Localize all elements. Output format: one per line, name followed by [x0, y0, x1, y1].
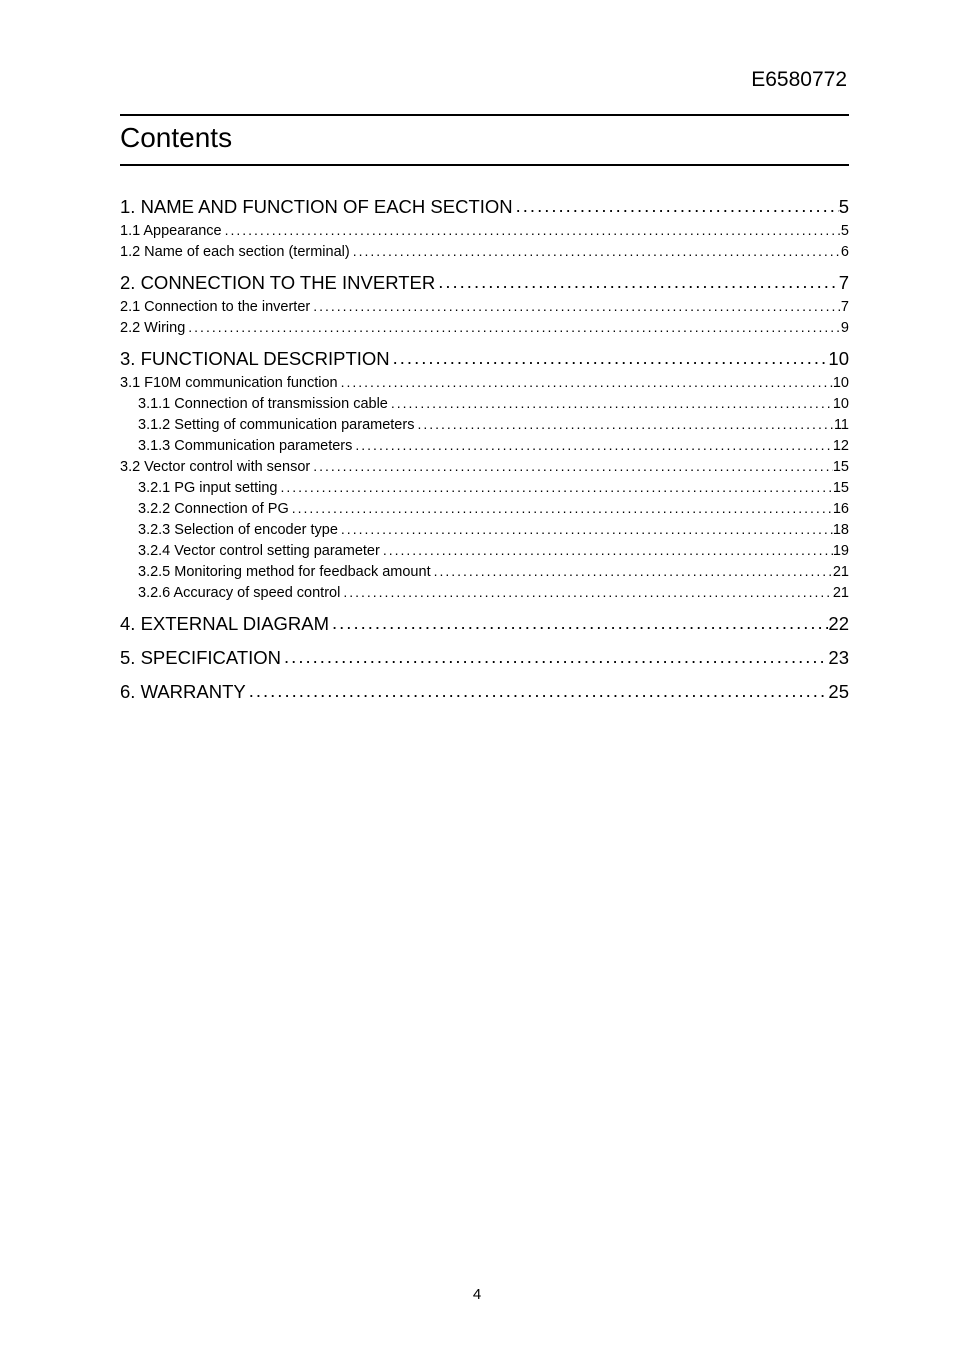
toc-page-number: 12 — [833, 438, 849, 454]
toc-entry: 3.1.1 Connection of transmission cable .… — [120, 395, 849, 412]
page-container: E6580772 Contents 1. NAME AND FUNCTION O… — [0, 0, 954, 1351]
toc-entry: 4. EXTERNAL DIAGRAM ....................… — [120, 613, 849, 635]
footer-page-number: 4 — [0, 1286, 954, 1303]
toc-label: 3.2.1 PG input setting — [138, 480, 277, 496]
toc-entry: 3.2.5 Monitoring method for feedback amo… — [120, 563, 849, 580]
toc-page-number: 16 — [833, 501, 849, 517]
toc-leader-dots: ........................................… — [431, 563, 833, 579]
toc-label: 3.1 F10M communication function — [120, 375, 338, 391]
toc-entry: 2.1 Connection to the inverter .........… — [120, 298, 849, 315]
toc-label: 2.1 Connection to the inverter — [120, 299, 310, 315]
toc-label: 3.2.2 Connection of PG — [138, 501, 289, 517]
toc-leader-dots: ........................................… — [281, 646, 828, 668]
toc-leader-dots: ........................................… — [435, 271, 838, 293]
toc-entry: 1. NAME AND FUNCTION OF EACH SECTION ...… — [120, 196, 849, 218]
toc-page-number: 5 — [841, 223, 849, 239]
contents-heading-rule: Contents — [120, 114, 849, 166]
toc-label: 3. FUNCTIONAL DESCRIPTION — [120, 348, 390, 370]
toc-page-number: 11 — [834, 417, 849, 433]
toc-label: 2. CONNECTION TO THE INVERTER — [120, 272, 435, 294]
toc-page-number: 21 — [833, 564, 849, 580]
toc-leader-dots: ........................................… — [222, 222, 841, 238]
toc-page-number: 7 — [841, 299, 849, 315]
table-of-contents: 1. NAME AND FUNCTION OF EACH SECTION ...… — [120, 196, 849, 703]
toc-entry: 3.2.2 Connection of PG .................… — [120, 500, 849, 517]
toc-entry: 2.2 Wiring .............................… — [120, 319, 849, 336]
toc-label: 3.2.4 Vector control setting parameter — [138, 543, 380, 559]
toc-page-number: 21 — [833, 585, 849, 601]
toc-label: 3.2.3 Selection of encoder type — [138, 522, 338, 538]
toc-label: 1.2 Name of each section (terminal) — [120, 244, 350, 260]
toc-entry: 2. CONNECTION TO THE INVERTER ..........… — [120, 272, 849, 294]
toc-leader-dots: ........................................… — [390, 347, 829, 369]
toc-page-number: 10 — [833, 396, 849, 412]
toc-leader-dots: ........................................… — [380, 542, 833, 558]
toc-leader-dots: ........................................… — [289, 500, 833, 516]
toc-entry: 5. SPECIFICATION .......................… — [120, 647, 849, 669]
toc-entry: 3.2 Vector control with sensor .........… — [120, 458, 849, 475]
toc-label: 3.1.1 Connection of transmission cable — [138, 396, 388, 412]
toc-page-number: 6 — [841, 244, 849, 260]
toc-entry: 3.2.6 Accuracy of speed control ........… — [120, 584, 849, 601]
toc-page-number: 9 — [841, 320, 849, 336]
toc-page-number: 19 — [833, 543, 849, 559]
toc-label: 1.1 Appearance — [120, 223, 222, 239]
toc-leader-dots: ........................................… — [338, 521, 833, 537]
toc-entry: 3.2.1 PG input setting .................… — [120, 479, 849, 496]
toc-page-number: 10 — [828, 348, 849, 370]
toc-leader-dots: ........................................… — [329, 612, 828, 634]
toc-page-number: 15 — [833, 459, 849, 475]
toc-leader-dots: ........................................… — [310, 458, 833, 474]
toc-label: 5. SPECIFICATION — [120, 647, 281, 669]
toc-entry: 3. FUNCTIONAL DESCRIPTION ..............… — [120, 348, 849, 370]
toc-page-number: 25 — [828, 681, 849, 703]
toc-leader-dots: ........................................… — [310, 298, 841, 314]
toc-entry: 3.1.3 Communication parameters .........… — [120, 437, 849, 454]
toc-leader-dots: ........................................… — [350, 243, 841, 259]
toc-leader-dots: ........................................… — [352, 437, 832, 453]
toc-entry: 3.2.4 Vector control setting parameter .… — [120, 542, 849, 559]
toc-entry: 1.1 Appearance .........................… — [120, 222, 849, 239]
contents-heading: Contents — [120, 122, 849, 154]
toc-entry: 3.1.2 Setting of communication parameter… — [120, 416, 849, 433]
toc-label: 3.2 Vector control with sensor — [120, 459, 310, 475]
toc-page-number: 5 — [839, 196, 849, 218]
toc-label: 2.2 Wiring — [120, 320, 185, 336]
toc-leader-dots: ........................................… — [246, 680, 829, 702]
toc-label: 3.1.2 Setting of communication parameter… — [138, 417, 414, 433]
toc-label: 1. NAME AND FUNCTION OF EACH SECTION — [120, 196, 513, 218]
toc-entry: 3.2.3 Selection of encoder type ........… — [120, 521, 849, 538]
toc-page-number: 10 — [833, 375, 849, 391]
toc-leader-dots: ........................................… — [185, 319, 841, 335]
toc-page-number: 18 — [833, 522, 849, 538]
toc-leader-dots: ........................................… — [340, 584, 833, 600]
toc-page-number: 22 — [828, 613, 849, 635]
toc-leader-dots: ........................................… — [414, 416, 833, 432]
toc-leader-dots: ........................................… — [338, 374, 833, 390]
toc-page-number: 23 — [828, 647, 849, 669]
toc-leader-dots: ........................................… — [513, 195, 839, 217]
toc-entry: 3.1 F10M communication function ........… — [120, 374, 849, 391]
toc-entry: 1.2 Name of each section (terminal) ....… — [120, 243, 849, 260]
toc-entry: 6. WARRANTY ............................… — [120, 681, 849, 703]
toc-label: 3.2.6 Accuracy of speed control — [138, 585, 340, 601]
document-id: E6580772 — [120, 68, 849, 92]
toc-leader-dots: ........................................… — [388, 395, 833, 411]
toc-label: 3.2.5 Monitoring method for feedback amo… — [138, 564, 431, 580]
toc-page-number: 15 — [833, 480, 849, 496]
toc-label: 4. EXTERNAL DIAGRAM — [120, 613, 329, 635]
toc-leader-dots: ........................................… — [277, 479, 832, 495]
toc-page-number: 7 — [839, 272, 849, 294]
toc-label: 3.1.3 Communication parameters — [138, 438, 352, 454]
toc-label: 6. WARRANTY — [120, 681, 246, 703]
